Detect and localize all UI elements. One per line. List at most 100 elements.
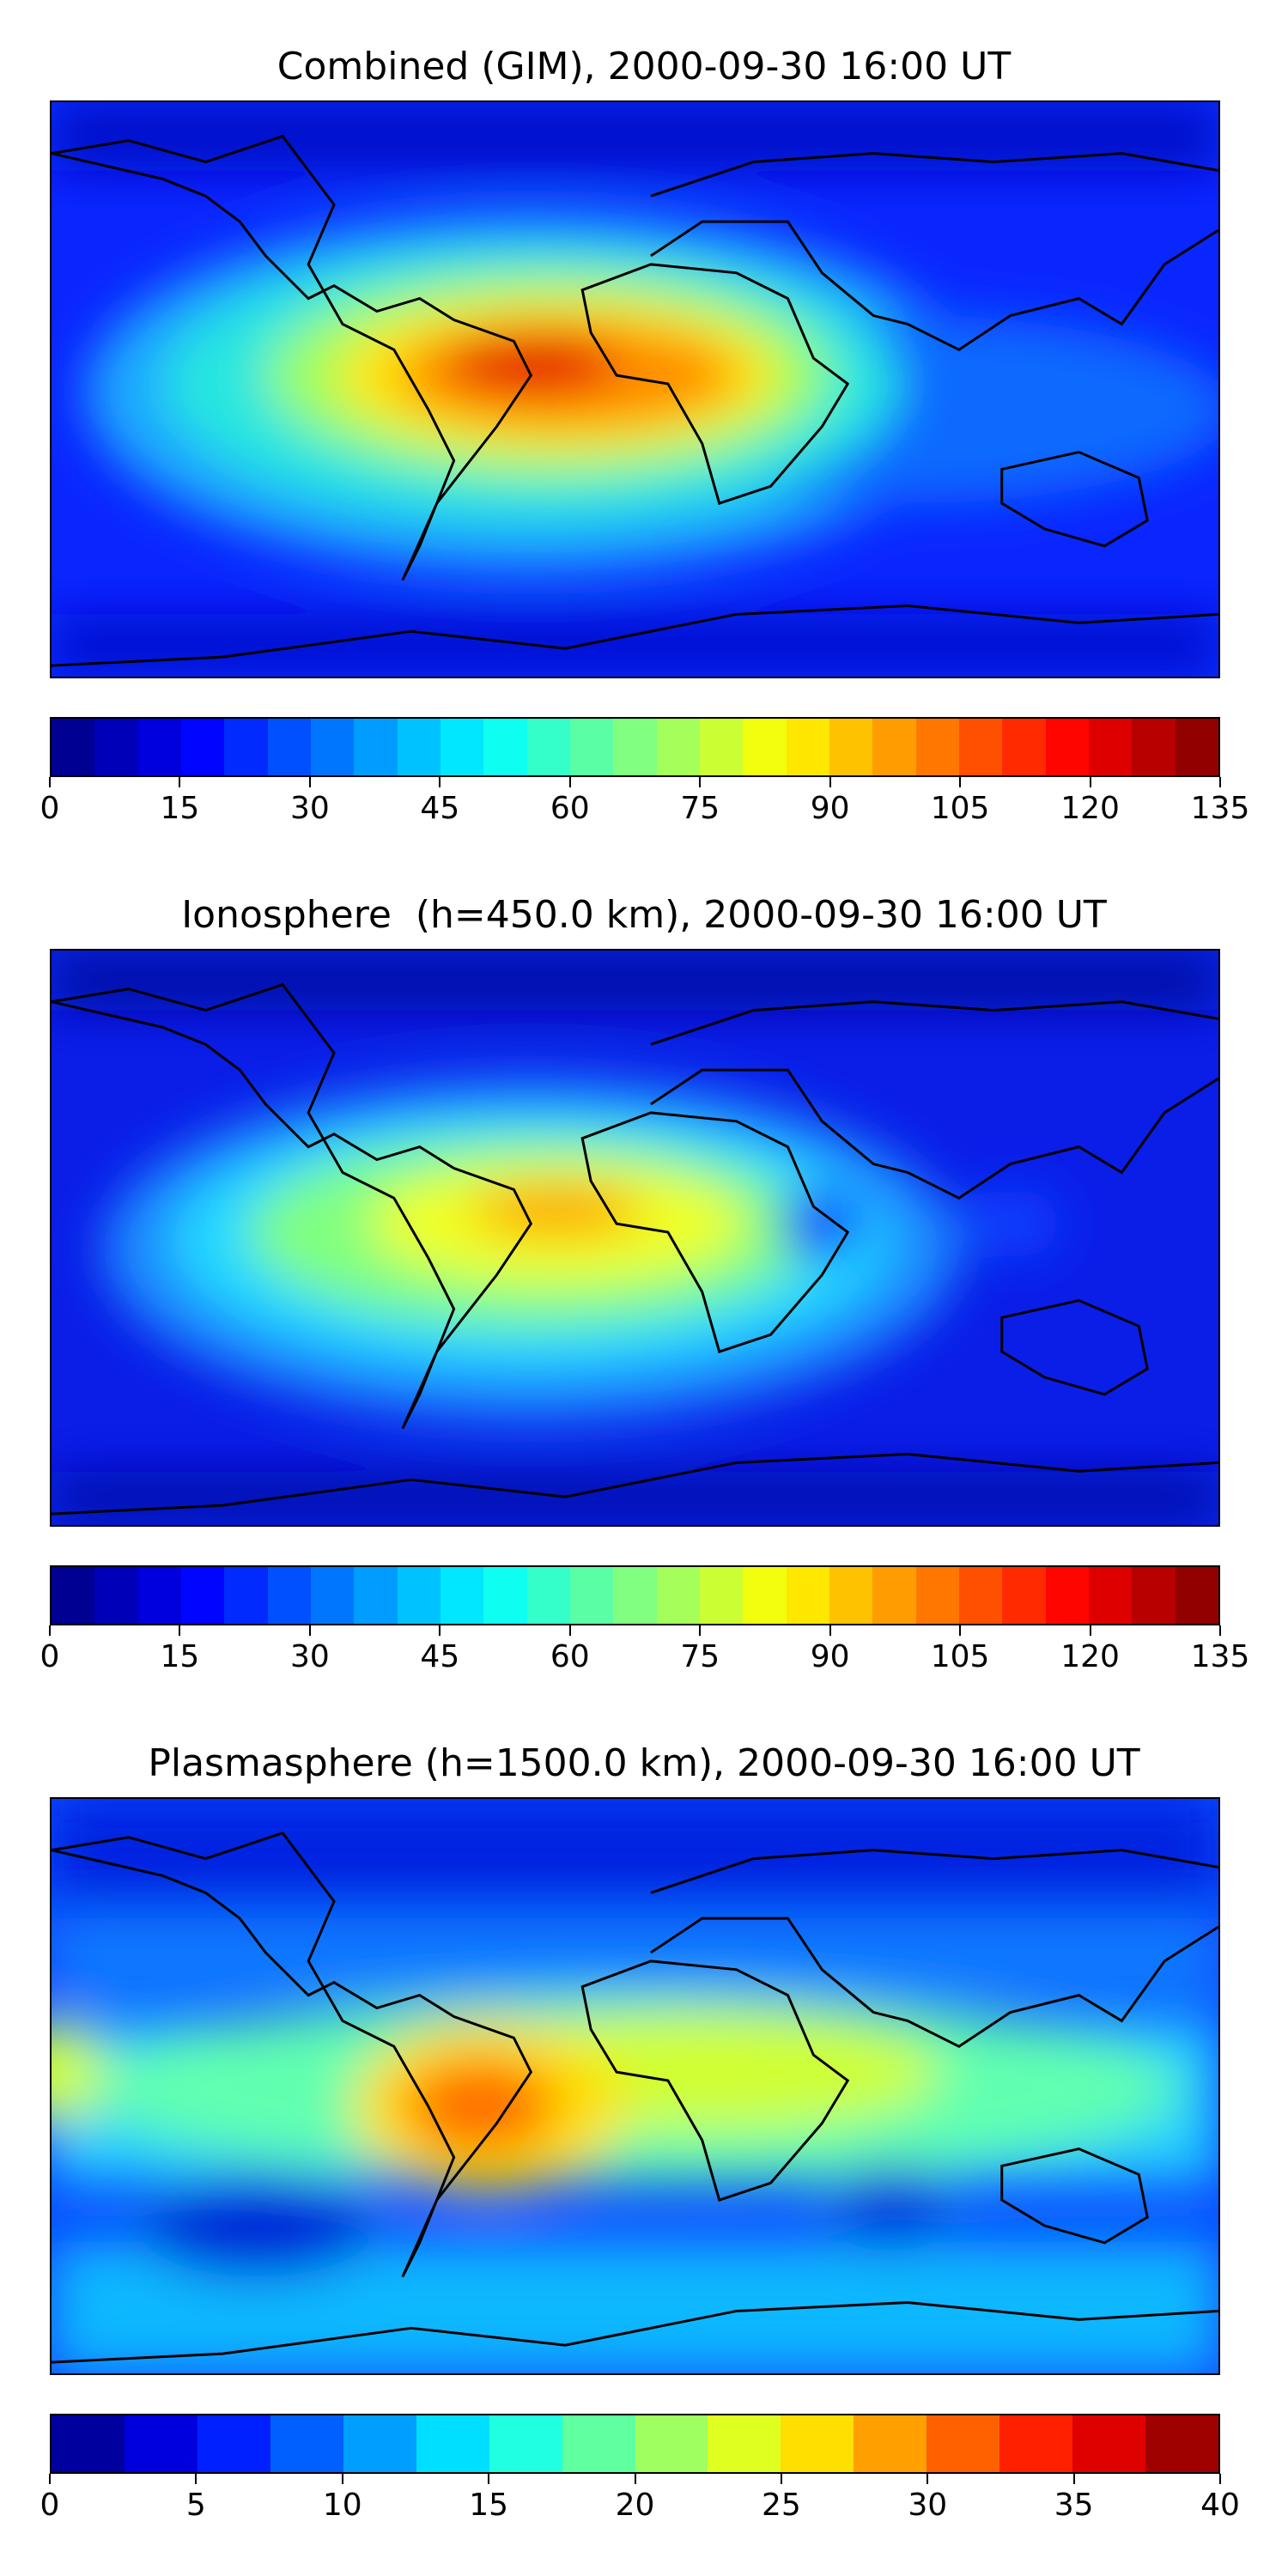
coastlines (52, 1832, 1218, 2364)
colorbar-level (1072, 2415, 1146, 2472)
tick-mark (341, 2474, 343, 2484)
colorbar-level (743, 1567, 787, 1624)
tick-mark (1219, 2474, 1221, 2484)
colorbar-level (397, 1567, 440, 1624)
tick-mark (1089, 777, 1091, 787)
colorbar-level (526, 719, 570, 775)
tick-mark (195, 2474, 197, 2484)
map-combined-svg (52, 102, 1218, 677)
colorbar-level (137, 719, 181, 775)
colorbar-ticks-ionosphere: 0 15 30 45 60 75 90 105 120 135 (40, 1625, 1249, 1677)
tick-label: 135 (1190, 791, 1250, 826)
tick-label: 25 (761, 2488, 801, 2523)
colorbar-level (267, 1567, 311, 1624)
colorbar-level (915, 719, 959, 775)
colorbar-level (927, 2415, 1000, 2472)
tick-label: 105 (930, 791, 990, 826)
tick-mark (49, 1625, 51, 1636)
colorbar-level (562, 2415, 635, 2472)
colorbar-level (613, 719, 657, 775)
panel-title-combined: Combined (GIM), 2000-09-30 16:00 UT (276, 45, 1012, 88)
colorbar-level (829, 719, 873, 775)
colorbar-level (829, 1567, 873, 1624)
colorbar-level (267, 719, 311, 775)
colorbar-level (224, 1567, 268, 1624)
colorbar-level (489, 2415, 562, 2472)
tick-label: 105 (930, 1639, 990, 1674)
colorbar-level (656, 1567, 700, 1624)
map-plasmasphere-svg (52, 1799, 1218, 2373)
tick-mark (49, 777, 51, 787)
colorbar-level (569, 719, 614, 775)
tick-mark (568, 1625, 571, 1636)
colorbar-level (94, 1567, 138, 1624)
tick-label: 90 (810, 1639, 850, 1674)
tick-mark (959, 777, 962, 787)
tick-mark (699, 777, 702, 787)
colorbar-level (999, 2415, 1073, 2472)
colorbar-level (1132, 719, 1176, 775)
colorbar-level (440, 1567, 484, 1624)
coastlines (52, 135, 1218, 667)
colorbar-ticks-combined: 0 15 30 45 60 75 90 105 120 135 (40, 777, 1249, 829)
colorbar-level (137, 1567, 181, 1624)
colorbar-level (699, 719, 744, 775)
colorbar-level (1002, 719, 1046, 775)
tick-mark (1089, 1625, 1091, 1636)
colorbar-level (1002, 1567, 1046, 1624)
tick-mark (179, 777, 181, 787)
tick-label: 40 (1200, 2488, 1240, 2523)
tick-label: 30 (289, 791, 330, 826)
tick-label: 15 (160, 791, 200, 826)
colorbar-level (743, 719, 787, 775)
map-ionosphere (50, 949, 1220, 1527)
tick-label: 90 (810, 791, 850, 826)
colorbar-level (1175, 719, 1218, 775)
tick-label: 5 (185, 2488, 206, 2523)
colorbar-level (197, 2415, 270, 2472)
tick-label: 0 (39, 791, 60, 826)
colorbar-level (483, 1567, 527, 1624)
tick-label: 135 (1190, 1639, 1250, 1674)
colorbar-level (958, 719, 1003, 775)
colorbar-level (872, 1567, 916, 1624)
colorbar-level (708, 2415, 781, 2472)
tick-label: 0 (39, 2488, 60, 2523)
tick-label: 15 (469, 2488, 509, 2523)
tick-mark (1072, 2474, 1075, 2484)
colorbar-level (52, 719, 95, 775)
colorbar-level (180, 719, 225, 775)
colorbar-level (635, 2415, 708, 2472)
tick-label: 60 (550, 1639, 590, 1674)
tick-mark (1219, 1625, 1221, 1636)
tick-label: 35 (1054, 2488, 1094, 2523)
colorbar-level (1088, 1567, 1133, 1624)
tick-mark (1219, 777, 1221, 787)
colorbar-level (613, 1567, 657, 1624)
tick-label: 120 (1060, 1639, 1120, 1674)
colorbar-level (94, 719, 138, 775)
colorbar-level (1045, 719, 1089, 775)
colorbar-level (786, 719, 829, 775)
colorbar-level (656, 719, 700, 775)
colorbar-level (1145, 2415, 1218, 2472)
colorbar-level (854, 2415, 927, 2472)
tick-label: 60 (550, 791, 590, 826)
tick-label: 30 (908, 2488, 948, 2523)
tick-mark (439, 777, 441, 787)
tick-mark (634, 2474, 636, 2484)
colorbar-level (180, 1567, 225, 1624)
tick-label: 15 (160, 1639, 200, 1674)
tick-label: 45 (420, 1639, 460, 1674)
colorbar-combined (50, 717, 1220, 777)
panel-title-plasmasphere: Plasmasphere (h=1500.0 km), 2000-09-30 1… (148, 1741, 1140, 1785)
colorbar-level (915, 1567, 959, 1624)
tick-mark (49, 2474, 51, 2484)
tick-mark (959, 1625, 962, 1636)
tick-label: 75 (680, 1639, 720, 1674)
tick-mark (439, 1625, 441, 1636)
colorbar-level (440, 719, 484, 775)
tick-mark (568, 777, 571, 787)
colorbar-level (270, 2415, 343, 2472)
colorbar-level (526, 1567, 570, 1624)
